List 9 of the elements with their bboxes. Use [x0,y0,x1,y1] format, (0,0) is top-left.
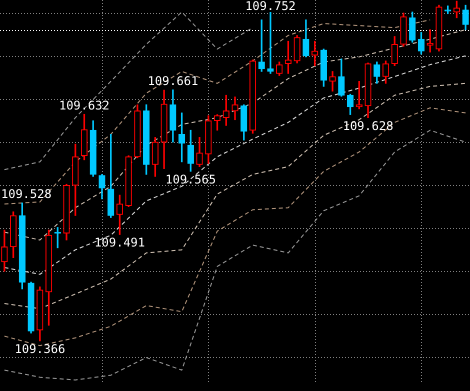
annotation: 109.366 [14,342,66,356]
annotation: 109.528 [0,187,52,202]
annotation: 109.752 [245,0,296,14]
annotation: 109.491 [94,236,146,250]
candlestick [267,12,274,74]
annotation: 109.565 [165,172,216,186]
annotation: 109.661 [148,74,198,88]
annotation: 109.632 [58,98,110,112]
annotation: 109.628 [342,118,394,133]
